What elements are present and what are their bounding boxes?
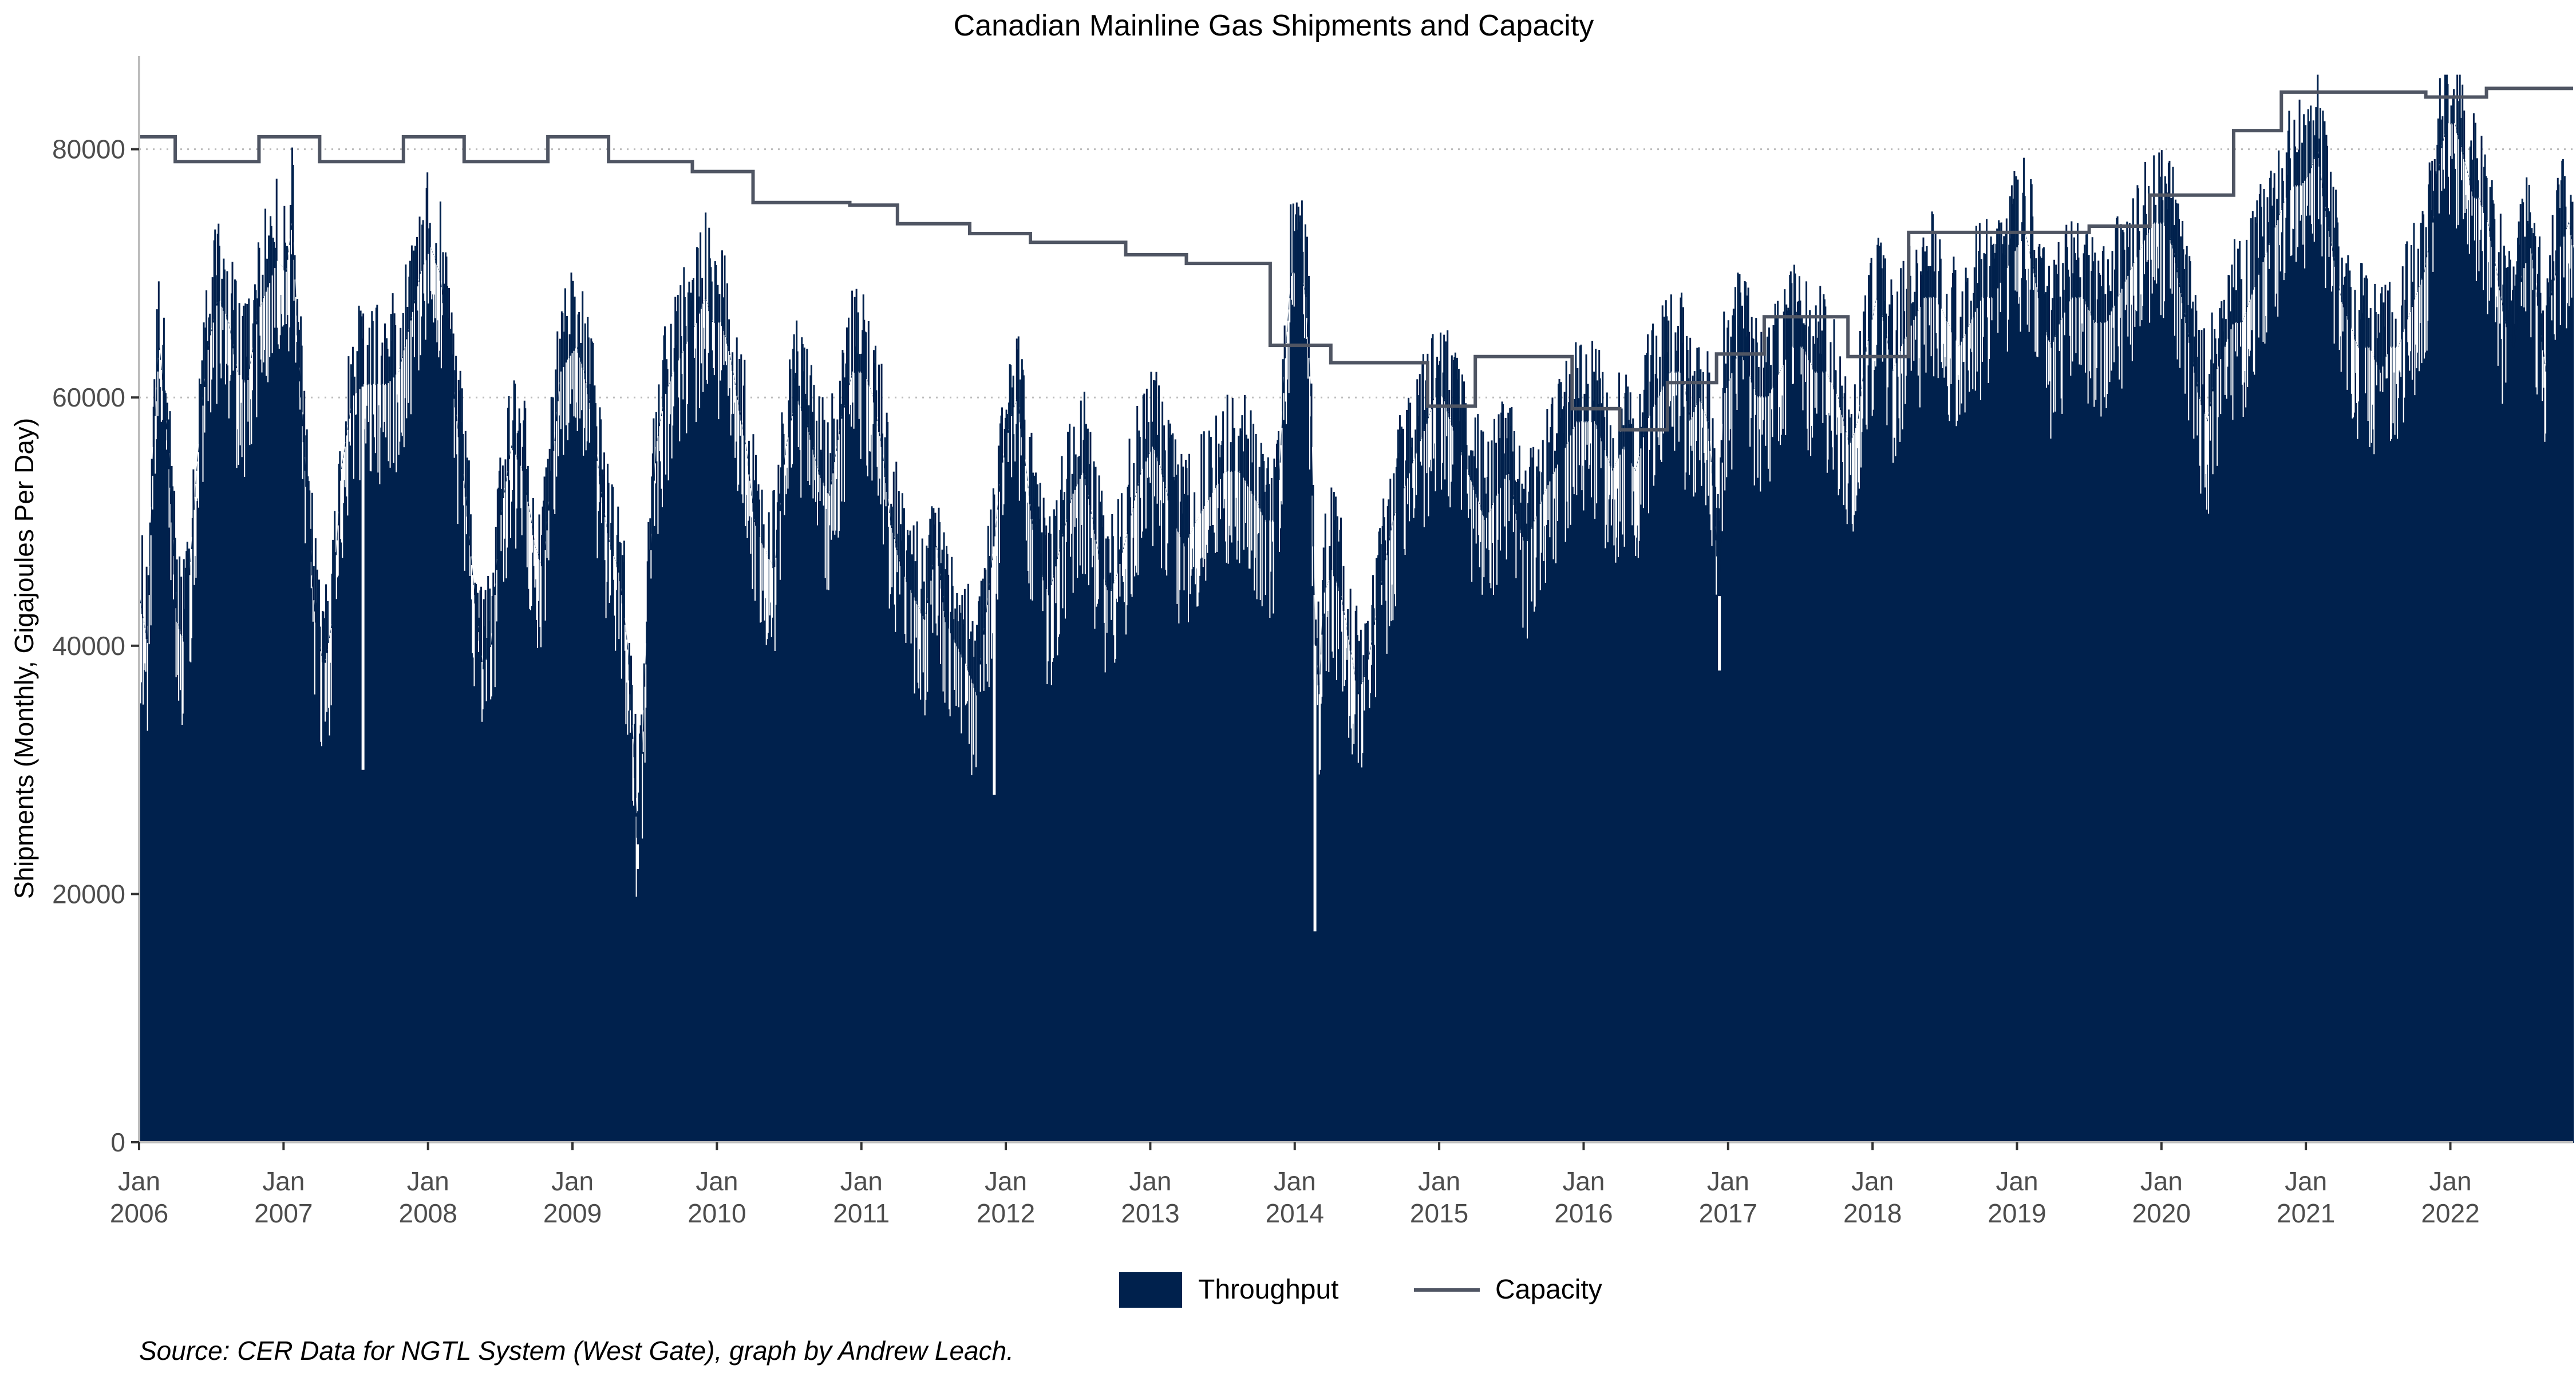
x-tick-label-month: Jan xyxy=(840,1166,883,1196)
x-axis-ticks: Jan2006Jan2007Jan2008Jan2009Jan2010Jan20… xyxy=(110,1142,2480,1228)
x-tick-label-year: 2009 xyxy=(543,1198,602,1228)
x-tick-label-month: Jan xyxy=(696,1166,738,1196)
x-tick-label-year: 2012 xyxy=(977,1198,1035,1228)
x-tick-label-month: Jan xyxy=(1129,1166,1171,1196)
source-caption: Source: CER Data for NGTL System (West G… xyxy=(139,1336,1014,1366)
x-tick-label-year: 2011 xyxy=(833,1198,890,1228)
y-axis-label: Shipments (Monthly, Gigajoules Per Day) xyxy=(9,418,39,899)
x-tick-label-month: Jan xyxy=(551,1166,594,1196)
throughput-area-layer xyxy=(139,74,2574,1143)
x-tick-label-month: Jan xyxy=(1418,1166,1460,1196)
x-tick-label-month: Jan xyxy=(1996,1166,2038,1196)
axes xyxy=(138,56,2573,1143)
legend-swatch-throughput xyxy=(1119,1272,1182,1308)
x-tick-label-month: Jan xyxy=(262,1166,305,1196)
chart-title: Canadian Mainline Gas Shipments and Capa… xyxy=(954,9,1594,42)
y-tick-label: 80000 xyxy=(52,135,125,164)
x-tick-label-month: Jan xyxy=(1707,1166,1749,1196)
legend: Throughput Capacity xyxy=(1119,1272,1602,1308)
x-tick-label-month: Jan xyxy=(1562,1166,1605,1196)
y-axis-ticks: 0 20000 40000 60000 80000 xyxy=(52,135,139,1157)
x-tick-label-month: Jan xyxy=(2429,1166,2471,1196)
x-tick-label-year: 2019 xyxy=(1988,1198,2046,1228)
x-tick-label-year: 2014 xyxy=(1266,1198,1324,1228)
x-tick-label-month: Jan xyxy=(2140,1166,2183,1196)
x-tick-label-year: 2006 xyxy=(110,1198,168,1228)
x-tick-label-month: Jan xyxy=(1274,1166,1316,1196)
x-tick-label-year: 2007 xyxy=(254,1198,313,1228)
x-tick-label-year: 2016 xyxy=(1554,1198,1613,1228)
legend-label-throughput: Throughput xyxy=(1198,1275,1339,1305)
y-tick-label: 40000 xyxy=(52,631,125,661)
x-tick-label-month: Jan xyxy=(985,1166,1027,1196)
y-tick-label: 20000 xyxy=(52,879,125,909)
x-tick-label-year: 2018 xyxy=(1843,1198,1902,1228)
capacity-line-layer xyxy=(139,86,2573,432)
capacity-line xyxy=(139,86,2573,432)
x-tick-label-year: 2022 xyxy=(2421,1198,2479,1228)
x-tick-label-year: 2010 xyxy=(688,1198,746,1228)
y-tick-label: 60000 xyxy=(52,382,125,412)
x-tick-label-year: 2021 xyxy=(2277,1198,2335,1228)
x-tick-label-month: Jan xyxy=(407,1166,449,1196)
x-tick-label-year: 2015 xyxy=(1410,1198,1468,1228)
x-tick-label-month: Jan xyxy=(118,1166,160,1196)
x-tick-label-month: Jan xyxy=(1851,1166,1894,1196)
gridlines xyxy=(139,148,2573,398)
legend-label-capacity: Capacity xyxy=(1495,1275,1602,1305)
y-tick-label: 0 xyxy=(110,1127,125,1157)
x-tick-label-year: 2020 xyxy=(2132,1198,2191,1228)
x-tick-label-year: 2008 xyxy=(399,1198,457,1228)
x-tick-label-year: 2017 xyxy=(1699,1198,1757,1228)
x-tick-label-month: Jan xyxy=(2285,1166,2327,1196)
x-tick-label-year: 2013 xyxy=(1121,1198,1179,1228)
